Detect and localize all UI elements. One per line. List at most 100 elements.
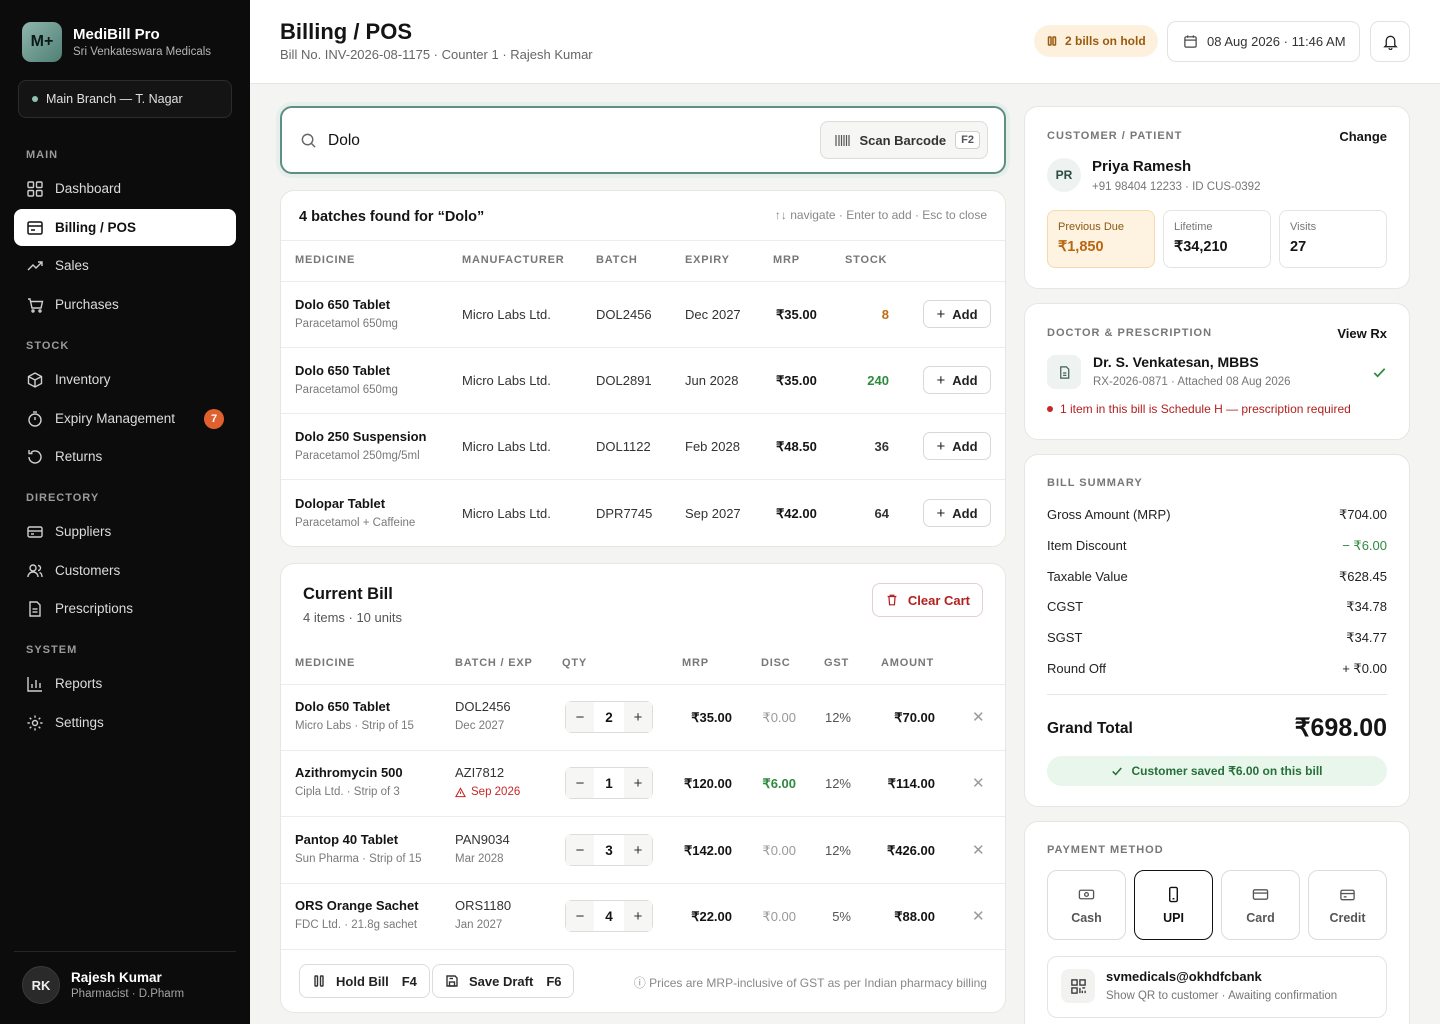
upi-status: Show QR to customer · Awaiting confirmat…: [1106, 990, 1338, 1002]
sidebar-item-customers[interactable]: Customers: [14, 552, 236, 589]
summary-label: Taxable Value: [1047, 569, 1128, 584]
add-to-bill-button[interactable]: + Add: [923, 300, 991, 328]
increment-button[interactable]: +: [623, 901, 652, 931]
increment-button[interactable]: +: [623, 702, 652, 732]
item-discount[interactable]: ₹0.00: [762, 843, 796, 858]
lifetime-stat: Lifetime ₹34,210: [1163, 210, 1271, 268]
item-amount: ₹426.00: [886, 843, 935, 858]
quantity-value[interactable]: 3: [605, 842, 613, 858]
item-discount[interactable]: ₹0.00: [762, 909, 796, 924]
decrement-button[interactable]: −: [566, 768, 594, 798]
medicine-search-box[interactable]: Dolo Scan Barcode F2: [280, 106, 1006, 174]
batch-number: DOL2456: [455, 699, 511, 714]
bill-info: Bill No. INV-2026-08-1175 · Counter 1 · …: [280, 47, 593, 62]
sidebar-item-dashboard[interactable]: Dashboard: [14, 170, 236, 207]
add-to-bill-button[interactable]: + Add: [923, 499, 991, 527]
expiry-date: Sep 2026: [471, 786, 521, 798]
gear-icon: [27, 715, 43, 730]
shortcut-key: F2: [955, 131, 980, 149]
payment-method-label: Cash: [1071, 910, 1102, 925]
sidebar-item-label: Expiry Management: [55, 411, 176, 426]
add-to-bill-button[interactable]: + Add: [923, 366, 991, 394]
search-icon: [301, 133, 316, 148]
medicine-name: Dolo 650 Tablet: [295, 363, 391, 378]
remove-item-icon[interactable]: ✕: [972, 842, 985, 859]
divider: [281, 347, 1005, 348]
remove-item-icon[interactable]: ✕: [972, 709, 985, 726]
quantity-value[interactable]: 1: [605, 775, 613, 791]
medicine-generic: Paracetamol 650mg: [295, 318, 398, 330]
sidebar-item-purchases[interactable]: Purchases: [14, 286, 236, 323]
search-input[interactable]: Dolo: [328, 132, 360, 149]
upi-details: svmedicals@okhdfcbank Show QR to custome…: [1047, 956, 1387, 1018]
sidebar-item-billing[interactable]: Billing / POS: [14, 209, 236, 246]
nav-section-system: SYSTEM: [26, 644, 78, 656]
decrement-button[interactable]: −: [566, 901, 594, 931]
shortcut-key: F4: [401, 973, 417, 989]
payment-upi-button[interactable]: UPI: [1134, 870, 1213, 940]
sidebar-item-suppliers[interactable]: Suppliers: [14, 513, 236, 550]
add-to-bill-button[interactable]: + Add: [923, 432, 991, 460]
summary-label: Item Discount: [1047, 538, 1127, 553]
mrp: ₹35.00: [776, 307, 817, 322]
customer-meta: +91 98404 12233 · ID CUS-0392: [1092, 181, 1261, 193]
branch-selector[interactable]: Main Branch — T. Nagar: [18, 80, 232, 118]
search-results-panel: 4 batches found for “Dolo” ↑↓ navigate ·…: [280, 190, 1006, 547]
qr-code-icon[interactable]: [1061, 969, 1095, 1003]
view-rx-link[interactable]: View Rx: [1337, 326, 1387, 341]
date-time-display: 08 Aug 2026 · 11:46 AM: [1167, 21, 1360, 62]
medicine-name: Dolo 250 Suspension: [295, 429, 427, 444]
quantity-stepper[interactable]: −2 +: [565, 701, 653, 733]
brand: M+ MediBill Pro Sri Venkateswara Medical…: [22, 22, 211, 62]
quantity-stepper[interactable]: −1 +: [565, 767, 653, 799]
sidebar-item-expiry[interactable]: Expiry Management 7: [14, 400, 236, 437]
item-discount[interactable]: ₹0.00: [762, 710, 796, 725]
expiry-count-badge: 7: [204, 408, 224, 429]
summary-row: CGST ₹34.78: [1047, 599, 1387, 615]
sidebar-item-label: Sales: [55, 258, 89, 273]
warning-icon: [455, 786, 466, 797]
sidebar-item-inventory[interactable]: Inventory: [14, 361, 236, 398]
user-profile[interactable]: RK Rajesh Kumar Pharmacist · D.Pharm: [14, 951, 236, 1004]
decrement-button[interactable]: −: [566, 702, 594, 732]
sidebar-item-returns[interactable]: Returns: [14, 438, 236, 475]
scan-barcode-button[interactable]: Scan Barcode F2: [820, 121, 988, 159]
hold-bill-button[interactable]: Hold Bill F4: [299, 964, 430, 998]
add-label: Add: [952, 372, 978, 388]
previous-due-stat: Previous Due ₹1,850: [1047, 210, 1155, 268]
quantity-stepper[interactable]: −4 +: [565, 900, 653, 932]
payment-cash-button[interactable]: Cash: [1047, 870, 1126, 940]
payment-method-label: Card: [1246, 910, 1275, 925]
save-draft-button[interactable]: Save Draft F6: [432, 964, 575, 998]
quantity-stepper[interactable]: −3 +: [565, 834, 653, 866]
batch-number: DPR7745: [596, 506, 653, 521]
payment-card-button[interactable]: Card: [1221, 870, 1300, 940]
col-gst: GST: [824, 657, 850, 669]
remove-item-icon[interactable]: ✕: [972, 775, 985, 792]
change-customer-link[interactable]: Change: [1339, 129, 1387, 144]
item-discount[interactable]: ₹6.00: [762, 776, 796, 791]
sidebar-item-sales[interactable]: Sales: [14, 247, 236, 284]
summary-label: SGST: [1047, 630, 1083, 645]
sidebar-item-reports[interactable]: Reports: [14, 665, 236, 702]
remove-item-icon[interactable]: ✕: [972, 908, 985, 925]
summary-value: ₹628.45: [1338, 569, 1387, 584]
sidebar-item-label: Settings: [55, 715, 104, 730]
increment-button[interactable]: +: [623, 768, 652, 798]
quantity-value[interactable]: 4: [605, 908, 613, 924]
decrement-button[interactable]: −: [566, 835, 594, 865]
notifications-button[interactable]: [1370, 21, 1410, 62]
payment-panel: PAYMENT METHOD Cash UPI Card Credit svme…: [1024, 821, 1410, 1024]
increment-button[interactable]: +: [623, 835, 652, 865]
stock-count: 64: [874, 506, 889, 521]
bills-on-hold-button[interactable]: 2 bills on hold: [1034, 25, 1158, 57]
grid-icon: [27, 180, 43, 197]
clear-cart-button[interactable]: Clear Cart: [871, 583, 983, 617]
quantity-value[interactable]: 2: [605, 709, 613, 725]
sidebar-item-prescriptions[interactable]: Prescriptions: [14, 590, 236, 627]
page-title: Billing / POS: [280, 19, 413, 44]
sidebar-item-settings[interactable]: Settings: [14, 704, 236, 741]
phone-icon: [1169, 886, 1178, 902]
payment-credit-button[interactable]: Credit: [1308, 870, 1387, 940]
check-icon: [1373, 368, 1386, 378]
